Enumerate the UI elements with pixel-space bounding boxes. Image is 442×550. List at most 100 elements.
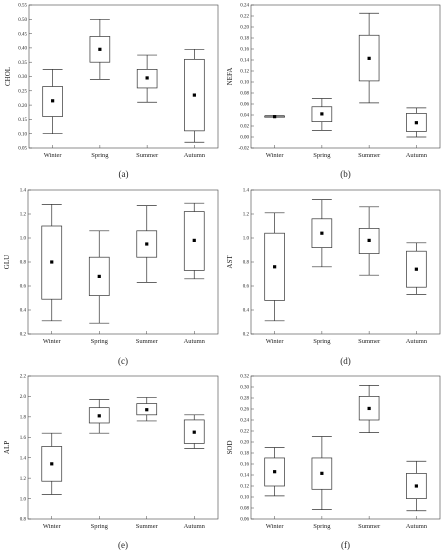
x-category-label: Autumn <box>406 152 428 159</box>
panel-label: (f) <box>341 540 350 550</box>
mean-marker <box>320 231 324 235</box>
x-category-label: Autumn <box>184 152 206 159</box>
y-tick-label: 0.04 <box>240 114 249 119</box>
y-tick-label: 1.0 <box>243 237 250 242</box>
y-tick-label: 0.8 <box>243 261 250 266</box>
y-tick-label: 0.14 <box>240 474 249 479</box>
y-tick-label: 0.16 <box>240 463 249 468</box>
x-category-label: Summer <box>136 338 159 345</box>
y-tick-label: 1.0 <box>20 237 27 242</box>
y-tick-label: 0.4 <box>243 309 250 314</box>
mean-marker <box>97 274 101 278</box>
plot-frame <box>250 375 441 520</box>
y-tick-label: 0.14 <box>240 59 249 64</box>
y-tick-label: 0.4 <box>20 309 27 314</box>
y-tick-label: 0.05 <box>18 147 27 152</box>
y-tick-label: 0.45 <box>18 32 27 37</box>
mean-marker <box>414 267 418 271</box>
y-tick-label: 0.20 <box>18 104 27 109</box>
x-category-label: Winter <box>43 338 62 345</box>
x-category-label: Winter <box>266 523 285 530</box>
panel-label: (e) <box>118 540 128 550</box>
y-tick-label: 0.00 <box>240 136 249 141</box>
y-tick-label: 0.18 <box>240 37 249 42</box>
y-tick-label: 0.2 <box>243 333 250 338</box>
mean-marker <box>192 430 196 434</box>
y-tick-label: 1.6 <box>20 436 27 441</box>
mean-marker <box>98 47 102 51</box>
y-tick-label: 0.8 <box>20 261 27 266</box>
mean-marker <box>414 484 418 488</box>
y-tick-label: 1.8 <box>20 416 27 421</box>
x-category-label: Autumn <box>406 523 428 530</box>
y-tick-label: 0.24 <box>240 4 249 9</box>
mean-marker <box>320 471 324 475</box>
panel-label: (b) <box>340 169 351 179</box>
y-tick-label: 0.28 <box>240 397 249 402</box>
y-axis-title: GLU <box>3 255 11 269</box>
plot-frame <box>250 4 441 149</box>
y-tick-label: 0.30 <box>240 386 249 391</box>
y-tick-label: 0.08 <box>240 92 249 97</box>
x-category-label: Winter <box>266 152 285 159</box>
x-category-label: Spring <box>91 152 109 159</box>
panel-label: (c) <box>118 356 128 366</box>
y-axis-title: NEFA <box>226 68 234 86</box>
chart-panel-3: 0.2 0.4 0.6 0.8 1.0 1.2 1.4 AST Winter Spring Summ… <box>226 189 441 366</box>
mean-marker <box>320 112 324 116</box>
y-tick-label: 0.40 <box>18 47 27 52</box>
x-category-label: Winter <box>266 338 285 345</box>
y-tick-label: 0.20 <box>240 26 249 31</box>
y-tick-label: 0.12 <box>240 70 249 75</box>
x-category-label: Spring <box>91 338 109 345</box>
y-axis-title: CHOL <box>4 67 12 86</box>
y-tick-label: 0.12 <box>240 485 249 490</box>
y-tick-label: 0.18 <box>240 452 249 457</box>
y-tick-label: 1.2 <box>20 477 27 482</box>
y-axis-title: AST <box>226 255 234 269</box>
y-tick-label: 0.10 <box>240 496 249 501</box>
y-tick-label: 0.16 <box>240 48 249 53</box>
chart-panel-5: 0.06 0.08 0.10 0.12 0.14 0.16 0.18 0.20 0.22 0.24… <box>226 375 441 550</box>
y-tick-label: 0.55 <box>18 4 27 9</box>
y-tick-label: 0.06 <box>240 103 249 108</box>
x-category-label: Autumn <box>406 338 428 345</box>
y-tick-label: 0.15 <box>18 118 27 123</box>
y-tick-label: 0.35 <box>18 61 27 66</box>
x-category-label: Summer <box>358 338 381 345</box>
y-tick-label: 0.25 <box>18 90 27 95</box>
mean-marker <box>367 406 371 411</box>
chart-panel-2: 0.2 0.4 0.6 0.8 1.0 1.2 1.4 GLU Winter Spring Summ… <box>3 189 219 366</box>
y-tick-label: 0.30 <box>18 75 27 80</box>
x-category-label: Spring <box>313 523 331 530</box>
x-category-label: Summer <box>358 523 381 530</box>
y-tick-label: 0.6 <box>243 285 250 290</box>
y-tick-label: 2.0 <box>20 395 27 400</box>
x-category-label: Spring <box>313 152 331 159</box>
mean-marker <box>51 99 55 103</box>
chart-panel-0: 0.05 0.10 0.15 0.20 0.25 0.30 0.35 0.40 0.45 0.50… <box>4 4 219 179</box>
mean-marker <box>414 121 418 125</box>
y-tick-label: 1.4 <box>20 189 27 194</box>
chart-panel-4: 0.8 1.0 1.2 1.4 1.6 1.8 2.0 2.2 ALP Winter Spring S… <box>3 375 219 550</box>
y-tick-label: 1.2 <box>20 213 27 218</box>
y-tick-label: -0.02 <box>239 147 250 152</box>
y-tick-label: 2.2 <box>20 375 27 380</box>
x-category-label: Spring <box>91 523 109 530</box>
x-category-label: Autumn <box>184 338 206 345</box>
mean-marker <box>145 76 149 80</box>
y-tick-label: 0.2 <box>20 333 27 338</box>
x-category-label: Summer <box>358 152 381 159</box>
mean-marker <box>273 265 277 269</box>
y-tick-label: 0.02 <box>240 125 249 130</box>
y-tick-label: 1.4 <box>20 456 27 461</box>
plot-frame <box>27 375 219 520</box>
x-category-label: Winter <box>44 152 63 159</box>
mean-marker <box>50 260 54 264</box>
y-axis-title: SOD <box>226 440 234 454</box>
y-tick-label: 0.10 <box>18 132 27 137</box>
y-tick-label: 0.26 <box>240 408 249 413</box>
mean-marker <box>273 115 277 119</box>
mean-marker <box>50 462 54 466</box>
